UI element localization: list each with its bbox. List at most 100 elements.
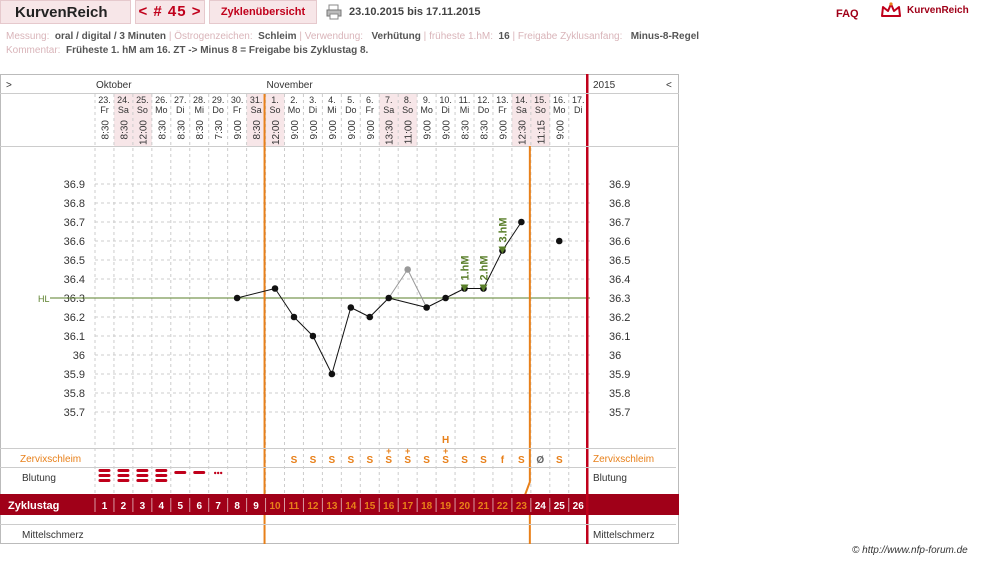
temperature-point	[347, 304, 355, 311]
bleeding-bar	[136, 474, 149, 477]
temperature-point	[404, 266, 411, 273]
cervix-plus: +	[386, 446, 391, 456]
crown-icon	[881, 2, 901, 17]
temperature-point	[309, 332, 317, 340]
faq-link[interactable]: FAQ	[836, 8, 859, 20]
temperature-point	[366, 313, 374, 321]
cervix-row-label-right: Zervixschleim	[593, 454, 654, 465]
day-date: 3.	[309, 95, 317, 105]
app-logo-tab[interactable]: KurvenReich	[0, 0, 131, 24]
y-tick-label: 36.1	[64, 331, 85, 343]
cycle-day-number: 4	[159, 501, 165, 512]
y-tick-label-right: 36.2	[609, 312, 630, 324]
y-tick-label: 36.8	[64, 198, 85, 210]
high-measurement-label: 2.hM	[478, 255, 490, 280]
day-date: 14.	[515, 95, 528, 105]
measure-time: 8:30	[119, 120, 130, 140]
y-tick-label-right: 36	[609, 350, 621, 362]
day-date: 5.	[347, 95, 355, 105]
weekend-column	[398, 94, 418, 146]
cycle-number[interactable]: < # 45 >	[138, 3, 202, 20]
printer-icon[interactable]	[326, 4, 342, 20]
cycle-day-number: 26	[573, 501, 585, 512]
measure-time: 9:00	[328, 120, 339, 140]
temperature-segment	[502, 221, 522, 251]
bleeding-bar	[155, 474, 168, 477]
cycle-navigation[interactable]: < # 45 >	[135, 0, 205, 24]
usage-label: Verwendung:	[304, 31, 364, 42]
estrogen-value: Schleim	[258, 31, 297, 42]
day-date: 15.	[534, 95, 547, 105]
info-line-2: Kommentar: Früheste 1. hM am 16. ZT -> M…	[6, 45, 368, 56]
cycle-day-number: 9	[253, 501, 259, 512]
measure-time: 12:00	[138, 120, 149, 145]
day-date: 17.	[572, 95, 585, 105]
cervix-symbol: S	[404, 455, 411, 466]
bleeding-bar	[155, 479, 168, 482]
excluded-segment	[388, 269, 409, 299]
y-tick-label: 35.7	[64, 407, 85, 419]
temperature-segment	[350, 307, 370, 318]
weekend-column	[379, 94, 399, 146]
measure-time: 9:00	[290, 120, 301, 140]
day-date: 7.	[385, 95, 393, 105]
estrogen-label: Östrogenzeichen:	[174, 31, 253, 42]
weekday-label: Mo	[155, 105, 168, 115]
cervix-symbol: S	[518, 455, 525, 466]
temperature-point	[233, 294, 241, 302]
y-tick-label: 36.6	[64, 236, 85, 248]
info-line-1: Messung: oral / digital / 3 Minuten | Ös…	[6, 31, 700, 42]
y-tick-label-right: 35.8	[609, 388, 630, 400]
measure-time: 9:00	[555, 120, 566, 140]
temperature-point	[442, 294, 449, 302]
high-measurement-marker	[479, 284, 488, 292]
y-tick-label-right: 36.8	[609, 198, 630, 210]
weekday-label: Di	[441, 105, 450, 115]
temperature-segment	[293, 316, 314, 337]
weekday-label: So	[402, 105, 413, 115]
day-date: 11.	[459, 95, 471, 105]
measure-time: 8:30	[100, 120, 111, 140]
cycle-day-number: 16	[383, 501, 395, 512]
y-tick-label: 36	[73, 350, 85, 362]
cycle-day-number: 17	[402, 501, 414, 512]
day-date: 12.	[477, 95, 490, 105]
brand-logo[interactable]: KurvenReich	[880, 2, 969, 25]
day-date: 6.	[366, 95, 374, 105]
comment-label: Kommentar:	[6, 45, 61, 56]
high-measurement-marker	[460, 284, 469, 292]
measure-time: 9:00	[233, 120, 244, 140]
temperature-point	[385, 294, 393, 302]
y-tick-label: 36.9	[64, 179, 85, 191]
y-tick-label: 36.4	[64, 274, 85, 286]
release-label: Freigabe Zyklusanfang:	[517, 31, 623, 42]
temperature-segment	[237, 288, 276, 299]
cycle-day-number: 7	[215, 501, 221, 512]
weekend-column	[511, 94, 531, 146]
cycle-day-number: 3	[140, 501, 146, 512]
weekday-label: Mo	[553, 105, 566, 115]
day-date: 31.	[250, 95, 263, 105]
bleeding-bar	[117, 474, 130, 477]
cycle-day-number: 12	[307, 501, 319, 512]
date-range: 23.10.2015 bis 17.11.2015	[349, 6, 481, 18]
temperature-point	[271, 285, 279, 292]
weekday-label: Do	[345, 105, 357, 115]
cycle-chart: > Oktober November23.Fr8:3024.Sa8:3025.So1…	[0, 74, 679, 544]
measure-time: 11:15	[536, 120, 547, 145]
cervix-symbol: S	[329, 455, 336, 466]
weekday-label: Di	[574, 105, 583, 115]
bleeding-bar	[98, 474, 111, 477]
y-tick-label-right: 36.6	[609, 236, 630, 248]
credit-link[interactable]: © http://www.nfp-forum.de	[852, 545, 968, 556]
day-date: 27.	[174, 95, 187, 105]
measure-time: 8:30	[479, 120, 490, 140]
weekday-label: So	[535, 105, 546, 115]
cycle-overview-tab[interactable]: Zyklenübersicht	[209, 0, 317, 24]
cycle-day-number: 18	[421, 501, 433, 512]
y-tick-label-right: 36.9	[609, 179, 630, 191]
temperature-point	[328, 370, 336, 378]
spotting-dot	[213, 471, 217, 475]
weekday-label: Sa	[516, 105, 527, 115]
y-tick-label: 36.5	[64, 255, 85, 267]
